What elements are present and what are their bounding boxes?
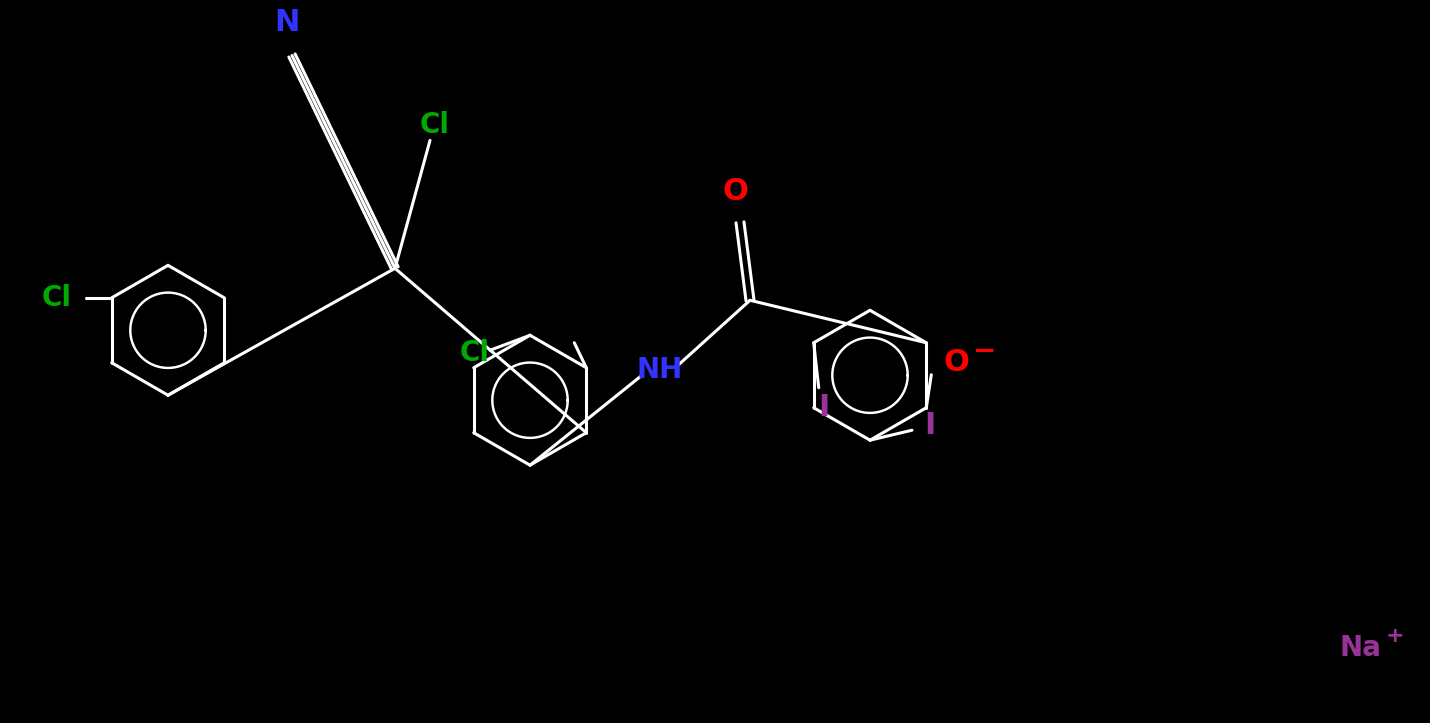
Text: I: I (818, 393, 829, 422)
Text: O: O (722, 177, 748, 206)
Text: −: − (972, 337, 995, 365)
Text: I: I (924, 411, 935, 440)
Text: Cl: Cl (41, 284, 72, 312)
Text: N: N (275, 9, 300, 38)
Text: Cl: Cl (460, 339, 490, 367)
Text: Cl: Cl (420, 111, 450, 140)
Text: O: O (944, 348, 970, 377)
Text: Na: Na (1338, 634, 1381, 662)
Text: NH: NH (636, 356, 684, 384)
Text: +: + (1386, 626, 1404, 646)
